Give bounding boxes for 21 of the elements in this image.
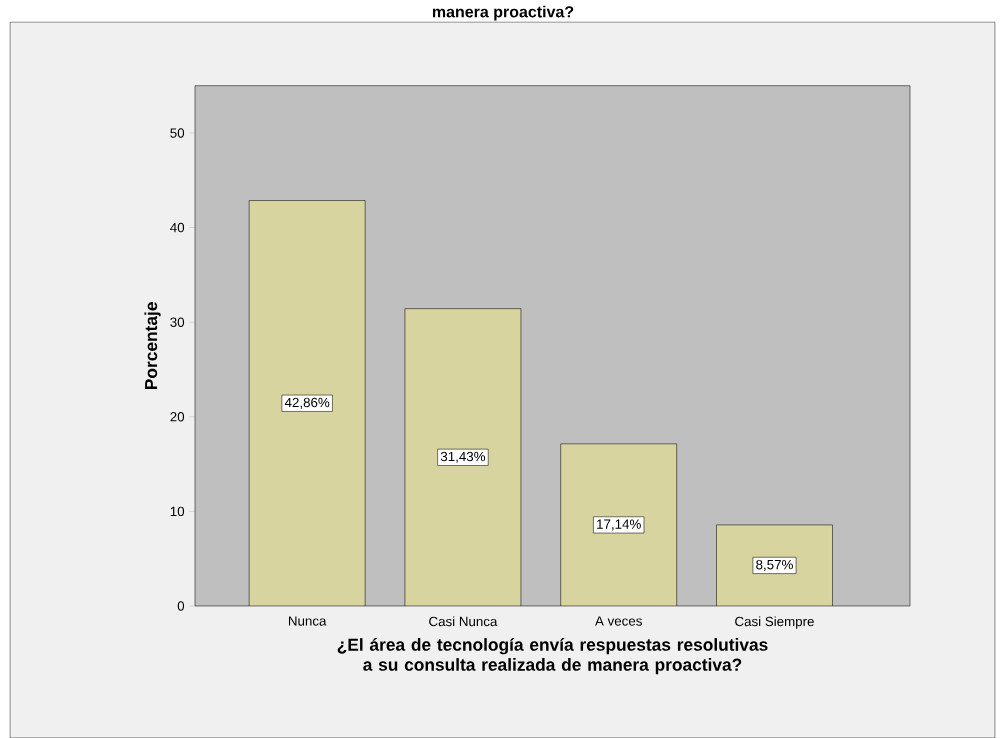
- y-tick-label: 0: [177, 601, 185, 611]
- y-tick-label: 30: [170, 317, 185, 327]
- data-label: 42,86%: [284, 397, 330, 409]
- y-axis-title: Porcentaje: [144, 302, 161, 389]
- x-tick-label: Nunca: [288, 616, 327, 626]
- bar: [248, 200, 366, 606]
- bar: [716, 524, 833, 606]
- x-tick-label: Casi Siempre: [735, 616, 814, 629]
- y-tick-label: 10: [170, 506, 185, 517]
- bar: [560, 443, 677, 606]
- data-label: 17,14%: [597, 519, 641, 531]
- x-tick-label: Casi Nunca: [429, 616, 498, 627]
- data-label: 8,57%: [756, 559, 793, 571]
- y-tick-label: 50: [170, 128, 185, 138]
- x-axis-title: ¿El área de tecnología envía respuestas resolutivas a su consulta realizada de manera proactiva?: [337, 637, 768, 675]
- chart-title: manera proactiva?: [432, 5, 574, 21]
- bar: [404, 308, 521, 606]
- x-tick-label: A veces: [595, 616, 642, 626]
- y-tick-label: 40: [170, 222, 185, 233]
- y-tick-label: 20: [170, 412, 185, 422]
- data-label: 31,43%: [440, 451, 486, 463]
